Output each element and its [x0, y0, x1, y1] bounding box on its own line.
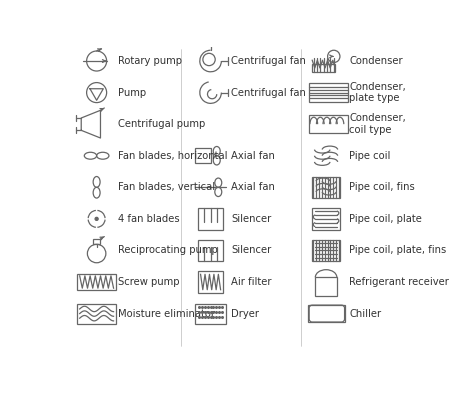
Text: Refrigerant receiver: Refrigerant receiver [349, 277, 449, 287]
Bar [309, 83, 347, 102]
Circle shape [95, 217, 98, 220]
Text: 4 fan blades: 4 fan blades [118, 214, 180, 224]
Bar [308, 305, 345, 322]
Bar [312, 64, 335, 72]
Text: Pump: Pump [118, 88, 146, 97]
Text: Condenser,
plate type: Condenser, plate type [349, 82, 406, 103]
Text: Air filter: Air filter [231, 277, 272, 287]
Bar [312, 208, 340, 230]
Bar [195, 148, 210, 163]
Text: Fan blades, vertical: Fan blades, vertical [118, 182, 215, 192]
Text: Pipe coil, fins: Pipe coil, fins [349, 182, 415, 192]
Text: Pipe coil, plate: Pipe coil, plate [349, 214, 422, 224]
Text: Axial fan: Axial fan [231, 151, 275, 161]
Text: Condenser: Condenser [349, 56, 403, 66]
Bar [312, 240, 340, 261]
Text: Centrifugal pump: Centrifugal pump [118, 119, 205, 129]
Bar [312, 176, 340, 198]
Text: Screw pump: Screw pump [118, 277, 180, 287]
Text: Pipe coil: Pipe coil [349, 151, 391, 161]
Bar [309, 115, 347, 133]
Text: Axial fan: Axial fan [231, 182, 275, 192]
Text: Reciprocating pump: Reciprocating pump [118, 246, 218, 255]
Text: Fan blades, horizontal: Fan blades, horizontal [118, 151, 228, 161]
Text: Moisture eliminator: Moisture eliminator [118, 309, 215, 319]
Bar [315, 277, 337, 296]
Bar [195, 303, 226, 323]
Text: Rotary pump: Rotary pump [118, 56, 182, 66]
Text: Chiller: Chiller [349, 309, 381, 319]
Bar [93, 239, 100, 244]
Text: Condenser,
coil type: Condenser, coil type [349, 113, 406, 135]
Bar [198, 271, 223, 293]
Text: Centrifugal fan: Centrifugal fan [231, 56, 306, 66]
Bar [198, 208, 223, 230]
Text: Dryer: Dryer [231, 309, 259, 319]
Bar [77, 274, 116, 290]
Bar [77, 303, 116, 323]
Text: Pipe coil, plate, fins: Pipe coil, plate, fins [349, 246, 447, 255]
Text: Silencer: Silencer [231, 214, 272, 224]
Text: Silencer: Silencer [231, 246, 272, 255]
Bar [198, 240, 223, 261]
Text: Centrifugal fan: Centrifugal fan [231, 88, 306, 97]
